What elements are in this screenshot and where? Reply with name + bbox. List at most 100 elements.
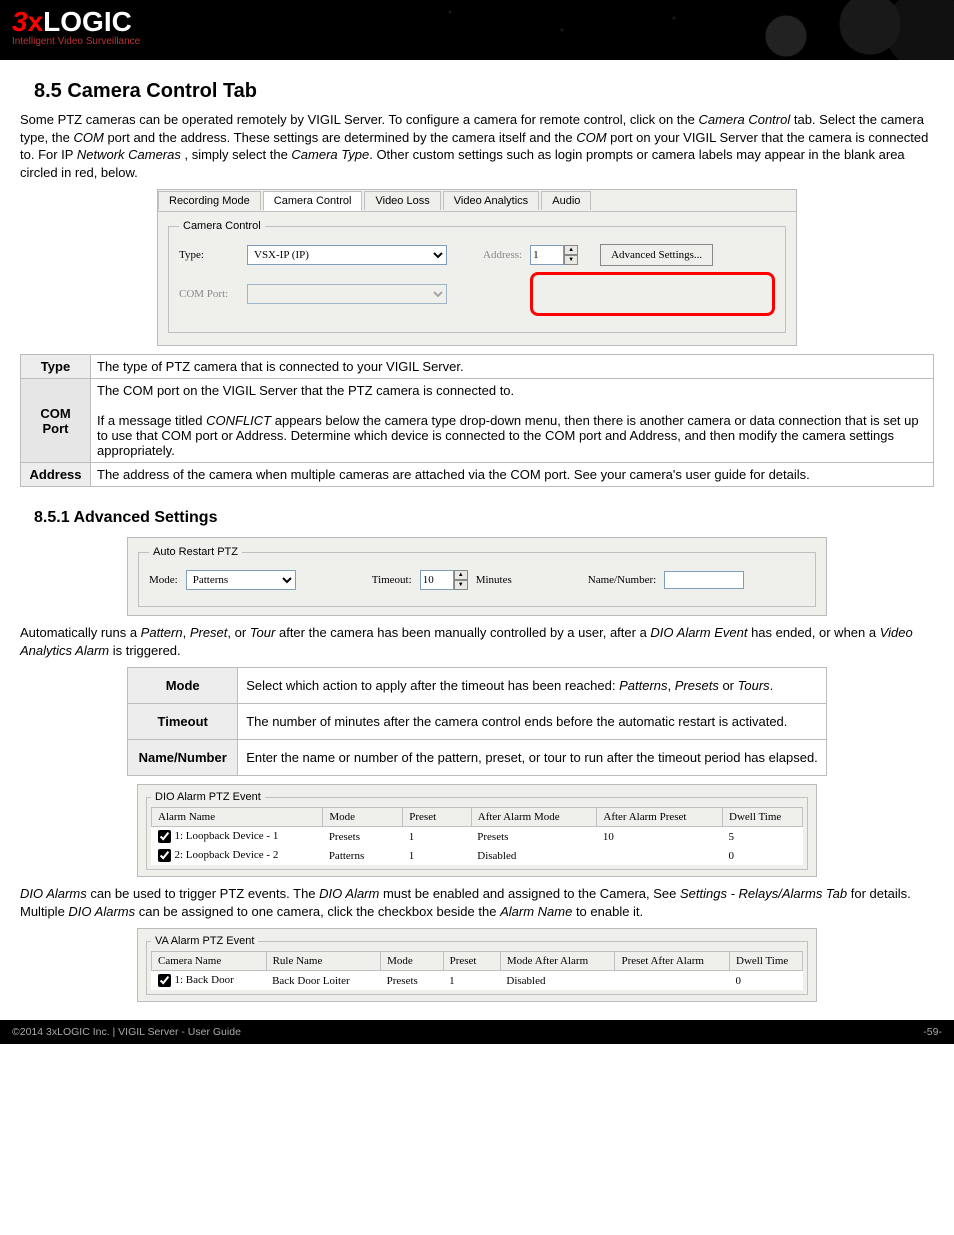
auto-restart-fields-table: Mode Select which action to apply after … [127, 667, 827, 776]
dio-row: 2: Loopback Device - 2 Patterns 1 Disabl… [152, 846, 803, 865]
brand-banner: 3xLOGIC Intelligent Video Surveillance [0, 0, 954, 60]
table2-td-mode: Select which action to apply after the t… [238, 668, 827, 704]
va-cell: 0 [730, 971, 803, 991]
com-port-select [247, 284, 447, 304]
tab-audio[interactable]: Audio [541, 191, 591, 210]
table1-th-type: Type [21, 355, 91, 379]
va-col-mode: Mode [381, 952, 443, 971]
name-number-input[interactable] [664, 571, 744, 589]
address-spinner[interactable]: ▲▼ [530, 245, 578, 265]
camera-control-panel: Recording Mode Camera Control Video Loss… [157, 189, 797, 346]
type-label: Type: [179, 249, 239, 261]
dio-cell: 1 [403, 846, 472, 865]
va-event-table: Camera Name Rule Name Mode Preset Mode A… [151, 951, 803, 990]
section-8-5-1-title: 8.5.1 Advanced Settings [34, 509, 934, 527]
spin-up-icon[interactable]: ▲ [564, 245, 578, 255]
logo-text: LOGIC [43, 6, 132, 37]
address-label: Address: [483, 249, 522, 261]
va-cell: 1 [443, 971, 500, 991]
dio-cell: Disabled [471, 846, 597, 865]
dio-col-mode: Mode [323, 808, 403, 827]
footer-left: ©2014 3xLOGIC Inc. | VIGIL Server - User… [12, 1026, 241, 1038]
camera-control-group: Camera Control Type: VSX-IP (IP) Address… [168, 220, 786, 333]
tab-video-loss[interactable]: Video Loss [364, 191, 440, 210]
advanced-settings-button[interactable]: Advanced Settings... [600, 244, 713, 266]
red-callout-circle [530, 272, 775, 316]
dio-row: 1: Loopback Device - 1 Presets 1 Presets… [152, 827, 803, 847]
banner-decoration [394, 0, 954, 60]
dio-para: DIO Alarms can be used to trigger PTZ ev… [20, 885, 934, 920]
spin-down-icon[interactable]: ▼ [564, 255, 578, 265]
va-row-checkbox[interactable] [158, 974, 171, 987]
spin-down-icon[interactable]: ▼ [454, 580, 468, 590]
name-number-label: Name/Number: [588, 574, 656, 586]
type-select[interactable]: VSX-IP (IP) [247, 245, 447, 265]
table1-td-type: The type of PTZ camera that is connected… [91, 355, 934, 379]
table2-th-timeout: Timeout [128, 704, 238, 740]
table1-th-address: Address [21, 463, 91, 487]
dio-alarm-ptz-event-group: DIO Alarm PTZ Event Alarm Name Mode Pres… [146, 791, 808, 870]
dio-cell: Presets [471, 827, 597, 847]
dio-cell: Patterns [323, 846, 403, 865]
dio-cell: 0 [723, 846, 803, 865]
va-col-preset-after: Preset After Alarm [615, 952, 730, 971]
dio-col-alarm-name: Alarm Name [152, 808, 323, 827]
va-col-rule: Rule Name [266, 952, 381, 971]
dio-event-table: Alarm Name Mode Preset After Alarm Mode … [151, 807, 803, 865]
mode-label: Mode: [149, 574, 178, 586]
dio-col-after-mode: After Alarm Mode [471, 808, 597, 827]
va-cell: Presets [381, 971, 443, 991]
dio-cell: 1: Loopback Device - 1 [175, 830, 279, 842]
va-cell: Back Door Loiter [266, 971, 381, 991]
tab-recording-mode[interactable]: Recording Mode [158, 191, 261, 210]
dio-cell: 1 [403, 827, 472, 847]
section-8-5-para: Some PTZ cameras can be operated remotel… [20, 111, 934, 181]
brand-tagline: Intelligent Video Surveillance [12, 36, 140, 47]
va-row: 1: Back Door Back Door Loiter Presets 1 … [152, 971, 803, 991]
table2-td-name: Enter the name or number of the pattern,… [238, 740, 827, 776]
mode-select[interactable]: Patterns [186, 570, 296, 590]
dio-col-dwell: Dwell Time [723, 808, 803, 827]
dio-cell: 2: Loopback Device - 2 [175, 849, 279, 861]
tab-video-analytics[interactable]: Video Analytics [443, 191, 539, 210]
timeout-spinner[interactable]: ▲▼ [420, 570, 468, 590]
camera-control-legend: Camera Control [179, 220, 265, 232]
tab-camera-control[interactable]: Camera Control [263, 191, 363, 211]
dio-cell: 10 [597, 827, 723, 847]
dio-row-checkbox[interactable] [158, 830, 171, 843]
com-port-label: COM Port: [179, 288, 239, 300]
dio-cell: Presets [323, 827, 403, 847]
logo-x: x [28, 6, 44, 37]
dio-cell: 5 [723, 827, 803, 847]
timeout-input[interactable] [420, 570, 454, 590]
table2-th-mode: Mode [128, 668, 238, 704]
va-col-preset: Preset [443, 952, 500, 971]
dio-legend: DIO Alarm PTZ Event [151, 791, 265, 803]
section-8-5-title: 8.5 Camera Control Tab [34, 80, 934, 103]
table1-td-address: The address of the camera when multiple … [91, 463, 934, 487]
dio-col-after-preset: After Alarm Preset [597, 808, 723, 827]
va-legend: VA Alarm PTZ Event [151, 935, 258, 947]
dio-row-checkbox[interactable] [158, 849, 171, 862]
va-cell: 1: Back Door [175, 974, 234, 986]
spin-up-icon[interactable]: ▲ [454, 570, 468, 580]
page-footer: ©2014 3xLOGIC Inc. | VIGIL Server - User… [0, 1020, 954, 1044]
brand-logo: 3xLOGIC [12, 6, 132, 38]
dio-col-preset: Preset [403, 808, 472, 827]
table1-td-com: The COM port on the VIGIL Server that th… [91, 379, 934, 463]
address-input[interactable] [530, 245, 564, 265]
table2-th-name: Name/Number [128, 740, 238, 776]
va-col-camera: Camera Name [152, 952, 267, 971]
auto-restart-ptz-group: Auto Restart PTZ Mode: Patterns Timeout:… [138, 546, 816, 607]
timeout-label: Timeout: [372, 574, 412, 586]
camera-control-fields-table: Type The type of PTZ camera that is conn… [20, 354, 934, 487]
table2-td-timeout: The number of minutes after the camera c… [238, 704, 827, 740]
va-cell: Disabled [500, 971, 615, 991]
timeout-units: Minutes [476, 574, 512, 586]
tabstrip: Recording Mode Camera Control Video Loss… [158, 190, 796, 212]
table1-th-com: COM Port [21, 379, 91, 463]
footer-page-number: -59- [923, 1026, 942, 1038]
auto-restart-legend: Auto Restart PTZ [149, 546, 242, 558]
auto-restart-para: Automatically runs a Pattern, Preset, or… [20, 624, 934, 659]
va-alarm-ptz-event-group: VA Alarm PTZ Event Camera Name Rule Name… [146, 935, 808, 995]
